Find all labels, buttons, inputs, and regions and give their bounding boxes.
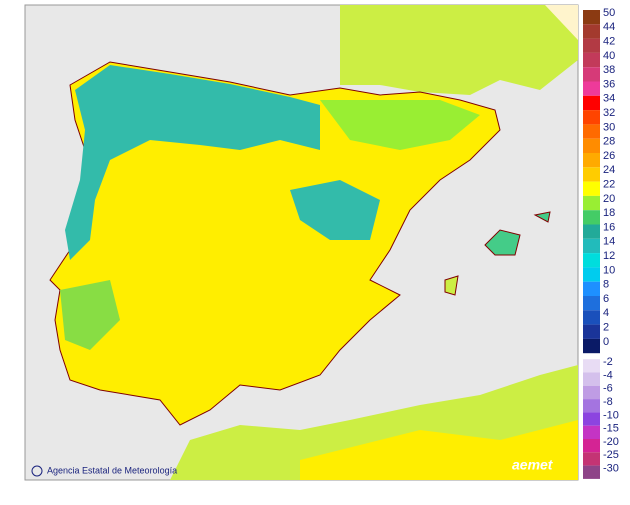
legend-label: 44 (603, 21, 615, 33)
legend-swatch (583, 399, 600, 413)
legend-label: -15 (603, 423, 619, 435)
legend-label: -10 (603, 409, 619, 421)
legend-label: -2 (603, 356, 613, 368)
legend-swatch (583, 439, 600, 453)
legend-label: 40 (603, 50, 615, 62)
france-coast (545, 5, 578, 40)
legend-swatch (583, 124, 600, 139)
legend-label: 42 (603, 36, 615, 48)
legend-label: -30 (603, 463, 619, 475)
legend-label: 22 (603, 179, 615, 191)
legend-swatch (583, 138, 600, 153)
iberian-range (290, 180, 380, 240)
copyright-icon (31, 465, 43, 477)
legend-swatch (583, 210, 600, 225)
mallorca (484, 229, 521, 256)
legend-swatch (583, 412, 600, 426)
france (340, 5, 578, 95)
legend-label: 8 (603, 279, 609, 291)
legend-swatch (583, 67, 600, 82)
legend-swatch (583, 81, 600, 96)
legend-swatch (583, 110, 600, 125)
legend-label: -25 (603, 449, 619, 461)
legend-label: 36 (603, 78, 615, 90)
legend-label: 50 (603, 7, 615, 19)
legend-label: 38 (603, 64, 615, 76)
legend-label: 14 (603, 236, 615, 248)
legend-swatch (583, 52, 600, 68)
legend: 5044424038363432302826242220181614121086… (583, 7, 619, 479)
legend-label: 34 (603, 93, 615, 105)
legend-label: -6 (603, 383, 613, 395)
africa-interior (300, 420, 578, 480)
legend-label: -4 (603, 369, 613, 381)
legend-label: 30 (603, 121, 615, 133)
legend-label: 26 (603, 150, 615, 162)
legend-swatch (583, 267, 600, 282)
legend-swatch (583, 181, 600, 196)
legend-swatch (583, 38, 600, 53)
legend-swatch (583, 195, 600, 211)
legend-label: 12 (603, 250, 615, 262)
legend-label: 24 (603, 164, 615, 176)
legend-label: -8 (603, 396, 613, 408)
legend-label: 28 (603, 136, 615, 148)
legend-label: 10 (603, 264, 615, 276)
ebro-region (320, 100, 480, 150)
legend-label: 32 (603, 107, 615, 119)
legend-label: 0 (603, 336, 609, 348)
legend-swatch (583, 310, 600, 325)
legend-swatch (583, 238, 600, 254)
legend-swatch (583, 224, 600, 239)
legend-swatch (583, 465, 600, 479)
legend-swatch (583, 10, 600, 25)
legend-swatch (583, 24, 600, 39)
legend-swatch (583, 359, 600, 373)
legend-swatch (583, 95, 600, 111)
logo: aemet (512, 457, 554, 473)
legend-label: 18 (603, 207, 615, 219)
legend-swatch (583, 281, 600, 296)
ibiza (444, 275, 459, 296)
legend-swatch (583, 452, 600, 466)
legend-label: 2 (603, 322, 609, 334)
legend-label: -20 (603, 436, 619, 448)
menorca (533, 211, 551, 223)
legend-label: 6 (603, 293, 609, 305)
legend-swatch (583, 385, 600, 400)
legend-swatch (583, 253, 600, 268)
north-region (65, 65, 320, 260)
legend-swatch (583, 338, 600, 354)
legend-swatch (583, 324, 600, 339)
legend-swatch (583, 425, 600, 439)
legend-swatch (583, 296, 600, 311)
legend-label: 16 (603, 221, 615, 233)
legend-label: 4 (603, 307, 609, 319)
legend-swatch (583, 153, 600, 168)
legend-swatch (583, 167, 600, 182)
southwest-region (60, 280, 120, 350)
credit: Agencia Estatal de Meteorología (47, 465, 177, 475)
legend-label: 20 (603, 193, 615, 205)
legend-swatch (583, 372, 600, 386)
